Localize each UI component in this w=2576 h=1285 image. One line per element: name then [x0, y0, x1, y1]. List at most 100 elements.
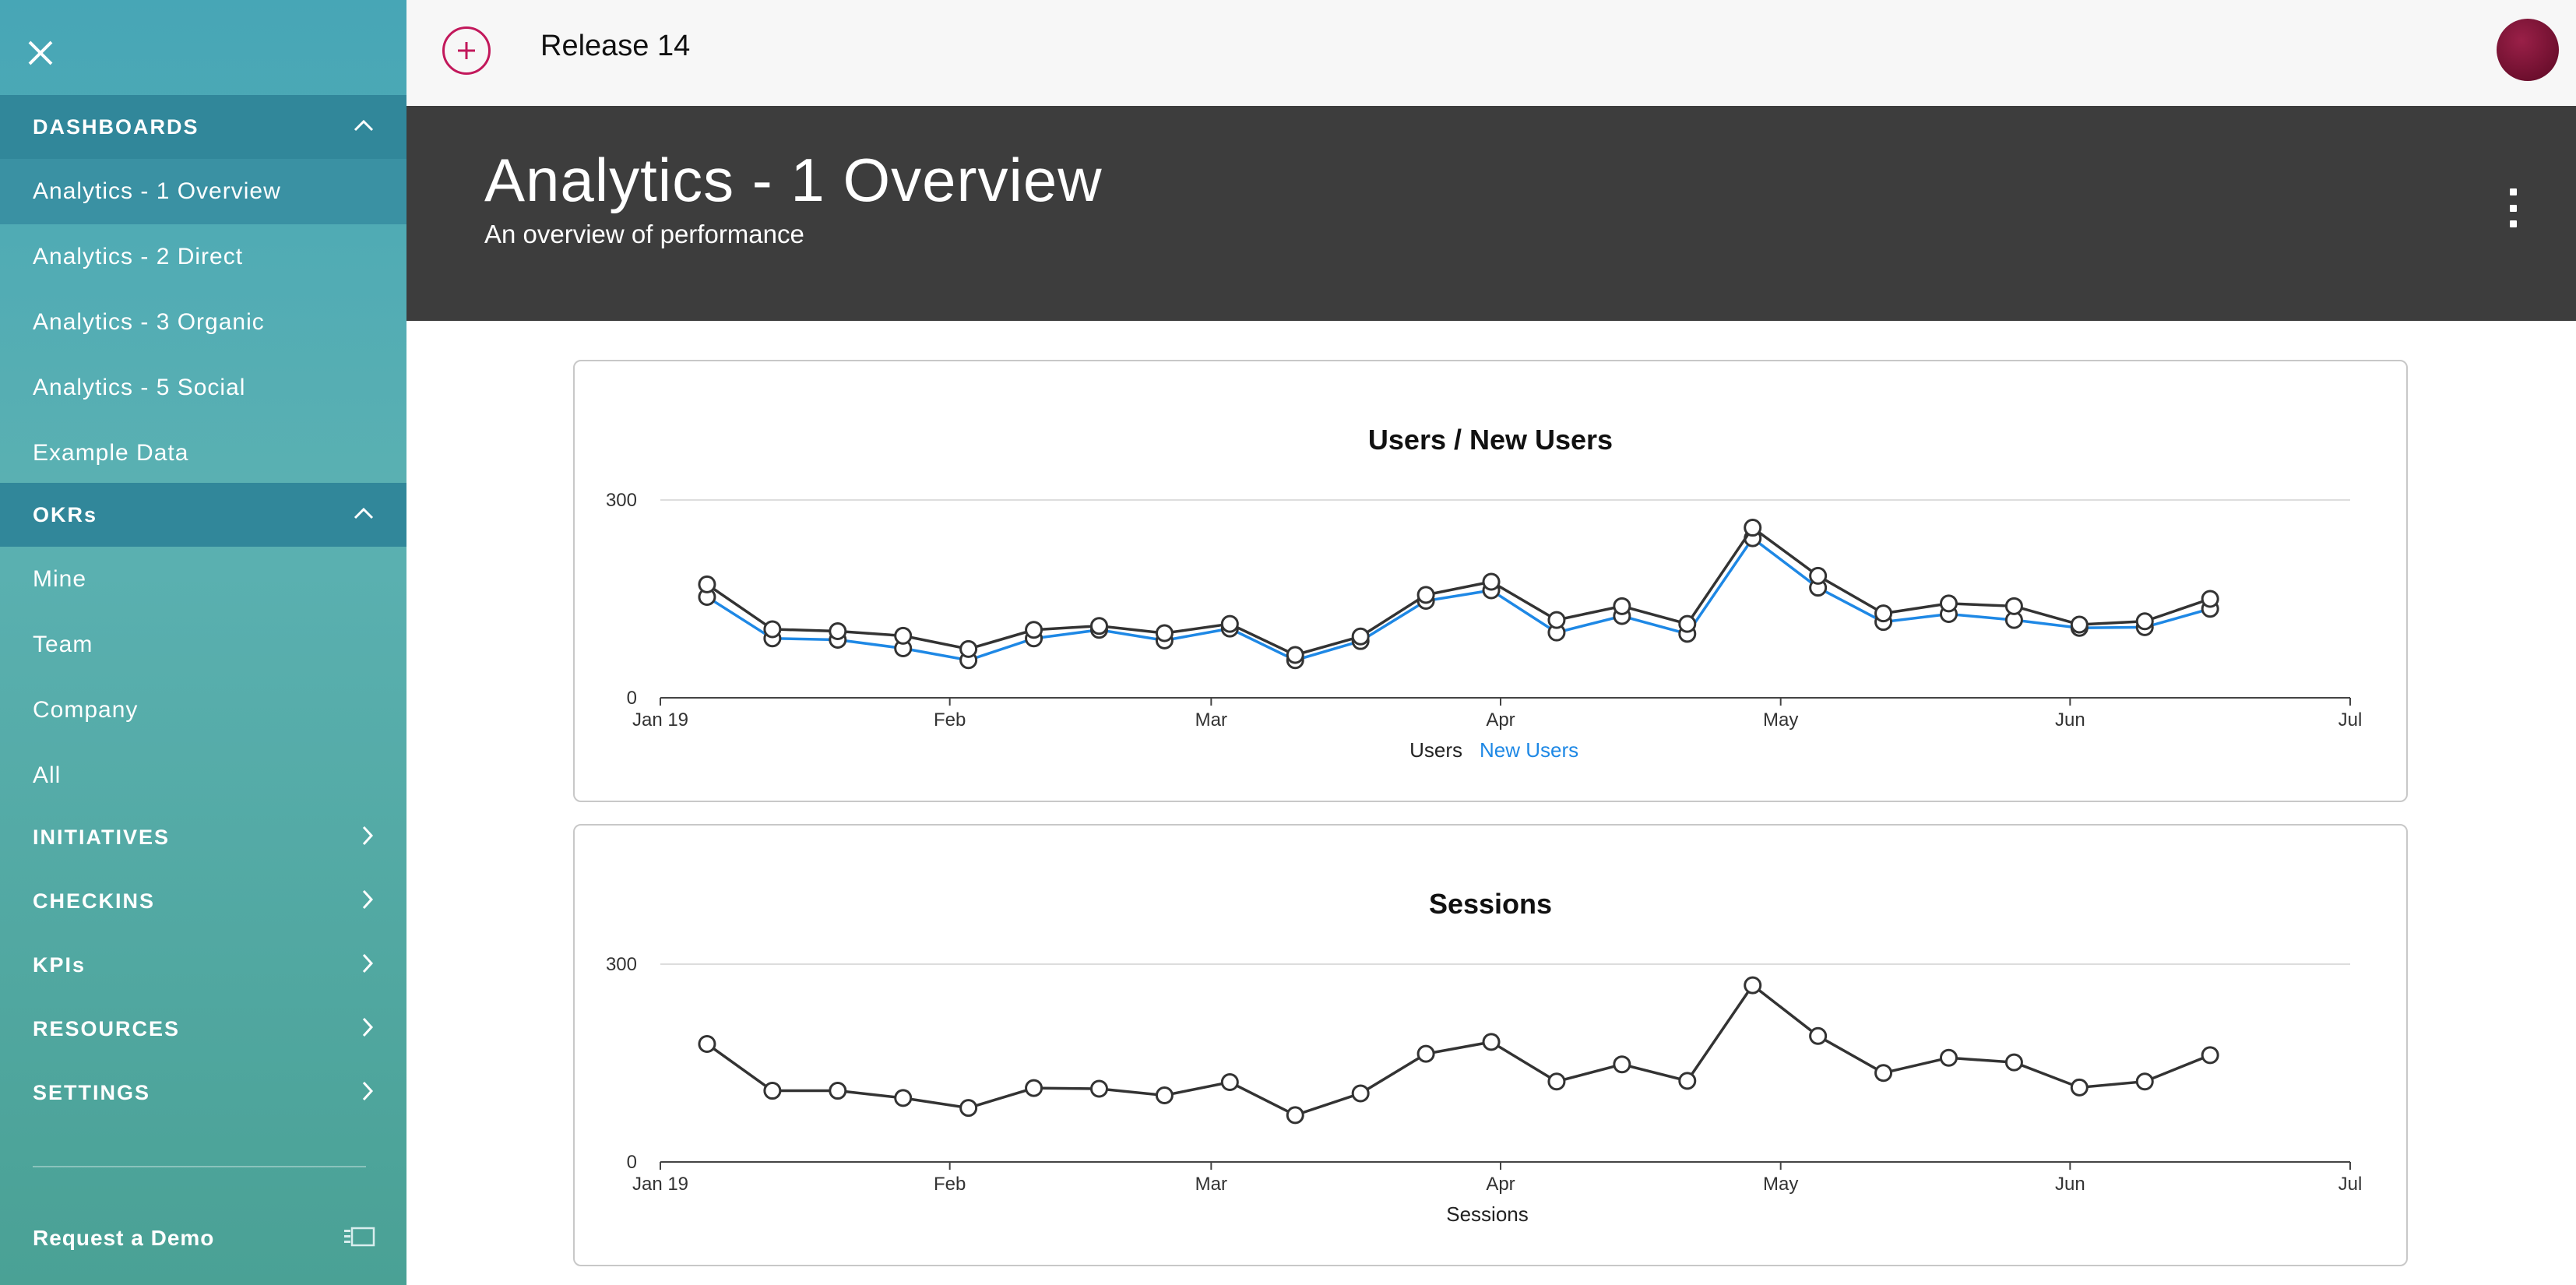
sidebar-item-analytics-organic[interactable]: Analytics - 3 Organic	[0, 290, 406, 355]
section-label: CHECKINS	[33, 889, 156, 913]
request-demo-label: Request a Demo	[33, 1226, 215, 1250]
sidebar-item-company[interactable]: Company	[0, 678, 406, 743]
legend-item: New Users	[1480, 738, 1578, 762]
top-bar: Release 14	[406, 0, 2576, 106]
data-point	[1025, 621, 1043, 639]
y-tick-label: 0	[627, 1152, 637, 1173]
data-point	[1809, 566, 1828, 585]
add-button[interactable]	[442, 26, 491, 75]
sidebar-section-kpis[interactable]: KPIs	[0, 933, 406, 997]
data-point	[1286, 646, 1304, 664]
chevron-up-icon	[354, 507, 374, 523]
chevron-right-icon	[361, 953, 374, 977]
okrs-section-header[interactable]: OKRs	[0, 483, 406, 547]
request-demo-link[interactable]: Request a Demo	[33, 1219, 375, 1258]
data-point	[2070, 615, 2089, 634]
data-point	[829, 1082, 847, 1100]
data-point	[894, 626, 913, 645]
data-point	[894, 1089, 913, 1107]
x-tick-label: Apr	[1486, 1174, 1515, 1195]
chevron-right-icon	[361, 889, 374, 914]
sidebar-item-mine[interactable]: Mine	[0, 547, 406, 612]
data-point	[2004, 1053, 2023, 1072]
data-point	[1351, 627, 1370, 646]
data-point	[1744, 976, 1762, 995]
data-point	[1351, 1084, 1370, 1103]
sidebar-section-resources[interactable]: RESOURCES	[0, 997, 406, 1061]
data-point	[959, 639, 978, 658]
sidebar-item-label: Team	[33, 632, 93, 657]
data-point	[2201, 590, 2219, 608]
x-tick-label: Mar	[1195, 709, 1227, 731]
sidebar-section-checkins[interactable]: CHECKINS	[0, 869, 406, 933]
avatar[interactable]	[2497, 19, 2559, 81]
data-point	[698, 575, 716, 593]
section-label: SETTINGS	[33, 1080, 151, 1104]
x-tick-label: Jun	[2055, 1174, 2085, 1195]
data-point	[829, 621, 847, 640]
data-point	[2135, 1072, 2154, 1091]
chevron-right-icon	[361, 1017, 374, 1041]
section-label: INITIATIVES	[33, 825, 171, 849]
sidebar-item-analytics-overview[interactable]: Analytics - 1 Overview	[0, 159, 406, 224]
data-point	[1482, 572, 1501, 591]
data-point	[2201, 1046, 2219, 1065]
data-point	[1678, 614, 1697, 633]
sidebar-item-analytics-direct[interactable]: Analytics - 2 Direct	[0, 224, 406, 290]
sidebar-item-example-data[interactable]: Example Data	[0, 421, 406, 486]
page-subtitle: An overview of performance	[484, 220, 804, 248]
data-point	[1025, 1079, 1043, 1097]
dashboards-section-title: DASHBOARDS	[33, 114, 199, 139]
data-point	[1939, 1048, 1958, 1067]
data-point	[1416, 586, 1435, 604]
sidebar-item-label: Analytics - 5 Social	[33, 375, 246, 400]
okrs-section-title: OKRs	[33, 502, 98, 526]
x-tick-label: May	[1763, 1174, 1798, 1195]
chevron-right-icon	[361, 826, 374, 850]
data-point	[763, 1082, 782, 1100]
x-tick-label: Jul	[2338, 1174, 2363, 1195]
x-tick-label: Jan 19	[632, 1174, 688, 1195]
data-point	[1809, 1026, 1828, 1045]
data-point	[1939, 594, 1958, 613]
legend-item: Users	[1409, 738, 1462, 762]
x-tick-label: Jan 19	[632, 709, 688, 731]
chart-title: Users / New Users	[1368, 424, 1613, 456]
chart-card-users: Users / New Users 300 0 Jan 19 Feb Mar Apr May J…	[573, 360, 2408, 802]
data-point	[1547, 611, 1566, 629]
sidebar-divider	[33, 1166, 366, 1167]
x-tick-label: Apr	[1486, 709, 1515, 731]
x-tick-label: Mar	[1195, 1174, 1227, 1195]
x-tick-label: Jul	[2338, 709, 2363, 731]
y-tick-label: 300	[606, 490, 637, 511]
data-point	[1874, 604, 1893, 623]
sidebar-item-analytics-social[interactable]: Analytics - 5 Social	[0, 355, 406, 421]
chevron-up-icon	[354, 119, 374, 136]
data-point	[2135, 612, 2154, 631]
dashboards-section-header[interactable]: DASHBOARDS	[0, 95, 406, 159]
more-options-icon[interactable]	[2501, 188, 2525, 227]
sidebar-section-initiatives[interactable]: INITIATIVES	[0, 805, 406, 869]
data-point	[1155, 1086, 1174, 1104]
x-tick-label: Feb	[934, 1174, 966, 1195]
sidebar-item-label: Example Data	[33, 440, 189, 466]
sidebar-section-settings[interactable]: SETTINGS	[0, 1061, 406, 1125]
sidebar-item-label: Analytics - 3 Organic	[33, 309, 265, 335]
sidebar-item-label: Analytics - 1 Overview	[33, 178, 281, 204]
data-point	[1678, 1072, 1697, 1090]
x-tick-label: Feb	[934, 709, 966, 731]
series-line-0	[706, 526, 2211, 657]
plus-icon	[458, 42, 475, 59]
data-point	[1089, 617, 1108, 635]
close-icon[interactable]	[23, 36, 58, 70]
sidebar-item-label: Company	[33, 697, 139, 723]
sidebar-item-team[interactable]: Team	[0, 612, 406, 678]
y-tick-label: 300	[606, 954, 637, 975]
presentation-icon	[343, 1225, 375, 1252]
sidebar-item-label: Analytics - 2 Direct	[33, 244, 244, 269]
chart-card-sessions: Sessions 300 0 Jan 19 Feb Mar Apr May Jun Jul Sess…	[573, 824, 2408, 1266]
sidebar-item-all[interactable]: All	[0, 743, 406, 808]
data-point	[1613, 1055, 1631, 1074]
page-header: Analytics - 1 Overview An overview of pe…	[406, 106, 2576, 321]
